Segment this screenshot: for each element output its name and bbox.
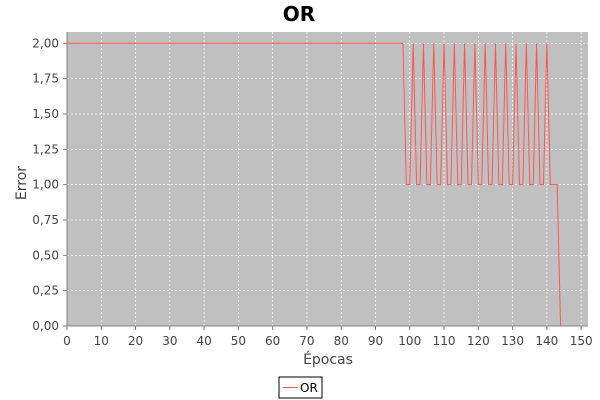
plot-area xyxy=(67,32,588,326)
y-axis-label: Error xyxy=(14,166,30,200)
x-tick-label: 0 xyxy=(63,334,71,348)
series-layer xyxy=(67,42,562,327)
x-axis-label: Épocas xyxy=(303,351,353,368)
legend: OR xyxy=(278,376,323,399)
x-tick-label: 140 xyxy=(535,334,558,348)
y-tick-label: 1,50 xyxy=(32,107,59,121)
y-tick-label: 0,25 xyxy=(32,284,59,298)
y-tick-label: 1,75 xyxy=(32,72,59,86)
x-tick-label: 60 xyxy=(265,334,280,348)
y-tick-label: 2,00 xyxy=(32,36,59,50)
x-tick-label: 100 xyxy=(398,334,421,348)
y-tick-label: 1,00 xyxy=(32,178,59,192)
x-tick-label: 90 xyxy=(368,334,383,348)
x-tick-label: 80 xyxy=(334,334,349,348)
x-tick-label: 130 xyxy=(501,334,524,348)
chart-title: OR xyxy=(283,2,315,26)
y-tick-label: 0,75 xyxy=(32,213,59,227)
axes xyxy=(63,32,588,330)
y-tick-label: 0,00 xyxy=(32,319,59,333)
x-tick-label: 110 xyxy=(433,334,456,348)
x-tick-label: 70 xyxy=(299,334,314,348)
x-tick-label: 20 xyxy=(128,334,143,348)
y-tick-label: 1,25 xyxy=(32,142,59,156)
legend-box xyxy=(278,376,323,399)
x-tick-label: 50 xyxy=(231,334,246,348)
legend-label: OR xyxy=(300,381,318,395)
tick-labels: 0 10 20 30 40 50 60 70 80 90 100 110 120 130 140 150 0,0… xyxy=(32,36,592,348)
x-tick-label: 10 xyxy=(94,334,109,348)
x-tick-label: 150 xyxy=(570,334,593,348)
x-tick-label: 30 xyxy=(162,334,177,348)
x-tick-label: 40 xyxy=(196,334,211,348)
y-tick-label: 0,50 xyxy=(32,248,59,262)
x-tick-label: 120 xyxy=(467,334,490,348)
series-line-or xyxy=(67,42,562,327)
